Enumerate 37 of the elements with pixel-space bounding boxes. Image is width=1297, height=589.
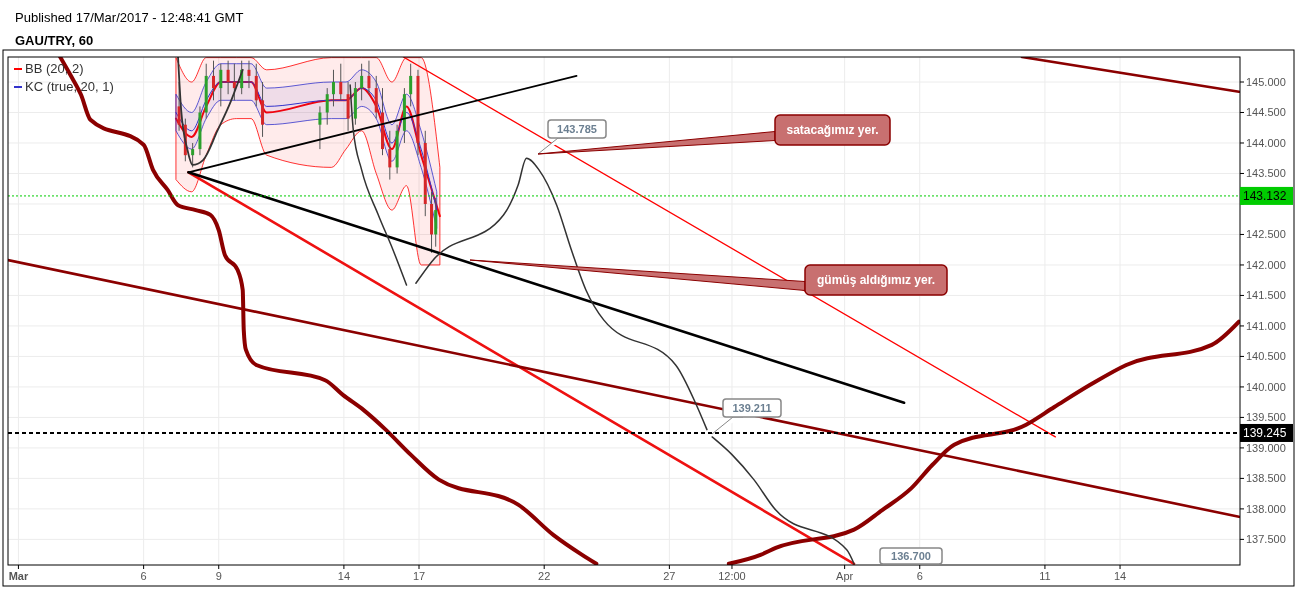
y-tick-label: 141.000: [1246, 319, 1286, 332]
x-tick-label: 27: [663, 569, 676, 582]
annotation: 143.785: [557, 122, 597, 135]
x-tick-label: 14: [337, 569, 351, 582]
y-tick-label: 139.000: [1246, 441, 1286, 454]
annotation: 139.211: [732, 401, 772, 414]
ref-line-label: 143.132: [1243, 189, 1287, 204]
y-tick-label: 144.500: [1246, 106, 1286, 119]
y-tick-label: 140.500: [1246, 350, 1286, 363]
annotation: gümüş aldığımız yer.: [816, 273, 936, 288]
y-tick-label: 141.500: [1246, 289, 1286, 302]
x-tick-label: 17: [412, 569, 426, 582]
legend-label: KC (true, 20, 1): [25, 79, 114, 94]
x-tick-label: 6: [140, 569, 147, 582]
x-tick-label: 14: [1113, 569, 1127, 582]
x-tick-label: 11: [1039, 569, 1051, 582]
annotation: 136.700: [891, 549, 931, 562]
x-tick-label: 22: [538, 569, 551, 582]
x-tick-label: Apr: [836, 569, 854, 582]
y-tick-label: 142.500: [1246, 228, 1286, 241]
x-tick-label: 9: [215, 569, 222, 582]
y-tick-label: 138.500: [1246, 472, 1286, 485]
y-tick-label: 138.000: [1246, 502, 1286, 515]
y-tick-label: 143.500: [1246, 167, 1286, 180]
y-tick-label: 140.000: [1246, 380, 1286, 393]
x-tick-label: 6: [916, 569, 923, 582]
chart-subtitle: Published 17/Mar/2017 - 12:48:41 GMT: [15, 10, 244, 25]
x-tick-label: Mar: [8, 569, 29, 582]
y-tick-label: 145.000: [1246, 75, 1286, 88]
annotation: satacağımız yer.: [786, 123, 879, 138]
y-tick-label: 144.000: [1246, 136, 1286, 149]
y-tick-label: 142.000: [1246, 258, 1286, 271]
chart-title: GAU/TRY, 60: [15, 33, 94, 48]
ref-line-label: 139.245: [1243, 426, 1287, 441]
x-tick-label: 12:00: [718, 569, 746, 582]
y-tick-label: 137.500: [1246, 533, 1286, 546]
y-tick-label: 139.500: [1246, 411, 1286, 424]
